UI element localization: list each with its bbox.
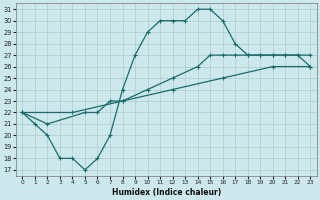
X-axis label: Humidex (Indice chaleur): Humidex (Indice chaleur) — [112, 188, 221, 197]
